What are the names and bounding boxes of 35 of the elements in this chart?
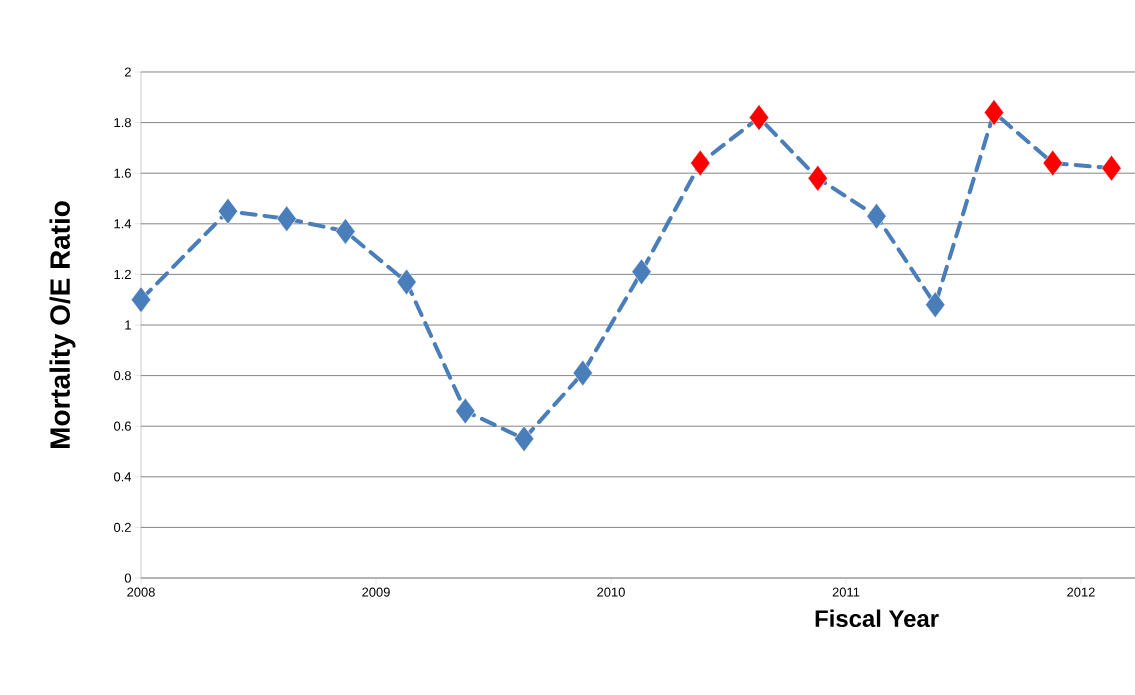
point (983, 99, 1005, 126)
point (513, 425, 535, 453)
y-tick-label: 1 (125, 320, 131, 330)
point (631, 258, 652, 286)
x-tick-label: 2008 (127, 587, 155, 597)
point (217, 197, 238, 225)
point (866, 202, 887, 230)
y-tick-label: 0.6 (114, 421, 131, 431)
y-tick-label: 0.2 (114, 522, 131, 532)
x-tick-label: 2009 (362, 587, 390, 597)
point (807, 164, 828, 192)
point (690, 149, 711, 177)
point (1042, 149, 1063, 177)
point (276, 205, 297, 233)
y-tick-label: 1.6 (114, 168, 131, 178)
y-tick-label: 2 (124, 67, 131, 77)
y-axis-title: Mortality O/E Ratio (49, 201, 76, 448)
x-axis-title: Fiscal Year (815, 609, 939, 628)
x-tick-label: 2010 (597, 587, 625, 597)
point (396, 268, 417, 296)
x-tick-label: 2011 (832, 587, 860, 597)
y-tick-label: 0.8 (114, 371, 131, 381)
y-tick-label: 1.2 (114, 269, 131, 279)
point (455, 397, 476, 425)
y-tick-label: 1.4 (114, 219, 132, 229)
point (335, 218, 356, 245)
point (572, 359, 593, 387)
y-tick-label: 1.8 (114, 118, 131, 128)
point (130, 286, 152, 313)
x-tick-label: 2012 (1067, 587, 1095, 597)
y-tick-label: 0 (124, 573, 131, 583)
point (1101, 154, 1122, 182)
point (748, 104, 770, 131)
point (925, 291, 946, 319)
y-tick-label: 0.4 (114, 472, 132, 482)
